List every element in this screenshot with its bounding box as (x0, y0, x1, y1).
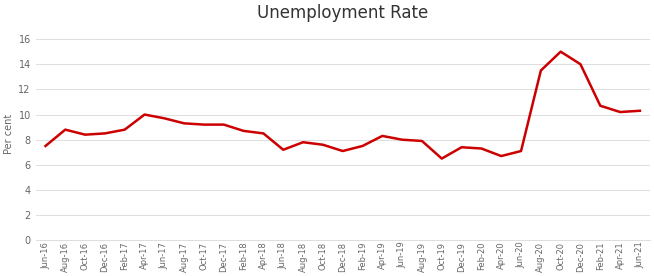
Y-axis label: Per cent: Per cent (4, 113, 14, 153)
Title: Unemployment Rate: Unemployment Rate (257, 4, 428, 22)
